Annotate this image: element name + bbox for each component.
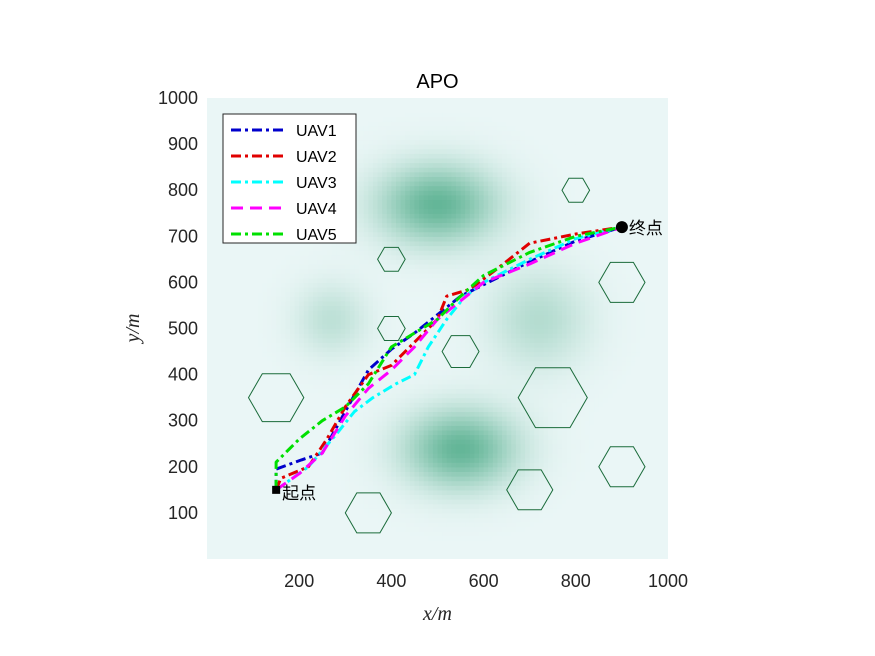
y-tick-100: 100	[168, 503, 198, 523]
y-tick-800: 800	[168, 180, 198, 200]
path-layer	[274, 225, 623, 492]
obstacle-hexagon-9	[598, 261, 646, 303]
y-tick-900: 900	[168, 134, 198, 154]
start-label: 起点	[282, 484, 316, 504]
obstacle-hexagon-10	[598, 446, 646, 488]
obstacle-hexagon-7	[506, 469, 554, 511]
threat-heatmap	[207, 98, 668, 559]
obstacle-hexagon-4	[377, 316, 406, 341]
y-tick-700: 700	[168, 226, 198, 246]
y-axis-label: y/m	[122, 314, 144, 345]
path-uav2	[274, 225, 623, 491]
y-tick-500: 500	[168, 319, 198, 339]
path-uav3	[275, 225, 623, 492]
obstacle-hexagon-2	[344, 492, 392, 534]
obstacle-hexagon-8	[561, 177, 591, 203]
obstacle-layer	[247, 177, 646, 534]
y-tick-300: 300	[168, 411, 198, 431]
x-tick-1000: 1000	[648, 571, 688, 591]
obstacle-hexagon-5	[441, 335, 480, 368]
legend-label-uav2: UAV2	[296, 149, 337, 166]
x-tick-600: 600	[469, 571, 499, 591]
x-axis-label: x/m	[422, 603, 452, 625]
tick-layer: 200 400 600 800 1000 100 200 300 400 500 600 700 800…	[158, 88, 688, 591]
y-tick-600: 600	[168, 272, 198, 292]
obstacle-hexagon-1	[247, 373, 305, 423]
obstacle-hexagon-6	[517, 367, 588, 429]
x-tick-400: 400	[376, 571, 406, 591]
goal-marker	[615, 221, 628, 234]
y-tick-1000: 1000	[158, 88, 198, 108]
y-tick-200: 200	[168, 457, 198, 477]
obstacle-hexagon-3	[377, 246, 406, 272]
chart-title: APO	[416, 71, 458, 93]
goal-label: 终点	[629, 219, 663, 239]
legend-label-uav1: UAV1	[296, 123, 337, 140]
legend-label-uav4: UAV4	[296, 201, 337, 218]
path-uav5	[274, 225, 623, 490]
y-tick-400: 400	[168, 365, 198, 385]
legend-label-uav5: UAV5	[296, 227, 337, 244]
marker-layer: 起点 终点	[272, 219, 663, 504]
legend-label-uav3: UAV3	[296, 175, 337, 192]
path-uav4	[275, 225, 623, 492]
legend-box	[222, 113, 357, 244]
legend: UAV1 UAV2 UAV3 UAV4 UAV5	[222, 113, 357, 244]
path-uav1	[274, 225, 623, 490]
x-tick-800: 800	[561, 571, 591, 591]
start-marker	[272, 485, 281, 494]
x-tick-200: 200	[284, 571, 314, 591]
